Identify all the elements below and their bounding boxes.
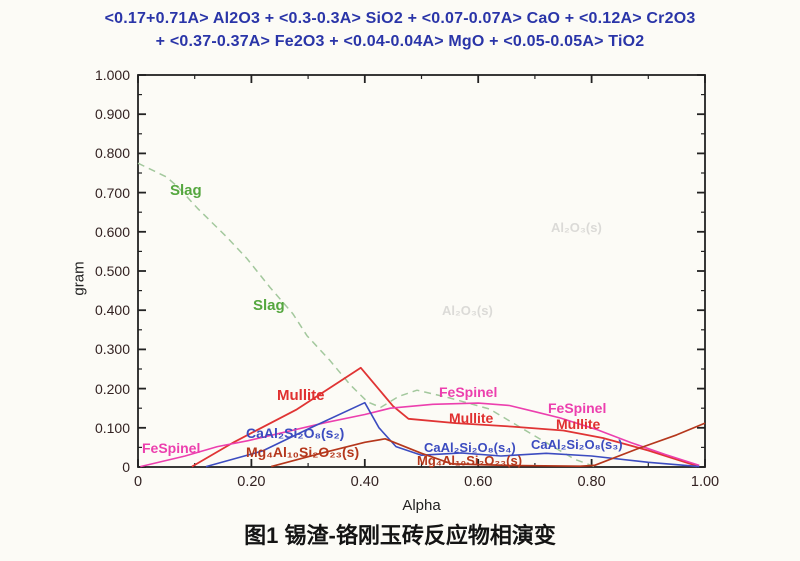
reaction-title-line1: <0.17+0.71A> Al2O3 + <0.3-0.3A> SiO2 + <… bbox=[104, 10, 696, 27]
curve-label-mullite-1: Mullite bbox=[277, 387, 325, 404]
curve-label-caal-s2: CaAl₂Si₂O₈(s₂) bbox=[246, 425, 345, 441]
x-tick-label: 0.40 bbox=[350, 474, 379, 490]
y-tick-label: 0.900 bbox=[94, 106, 130, 123]
y-tick-label: 0.200 bbox=[94, 380, 130, 397]
y-tick-label: 0.100 bbox=[94, 419, 130, 436]
series-slag bbox=[137, 162, 595, 468]
series-mg-al-silicate bbox=[270, 422, 706, 468]
curve-label-mgal-1: Mg₄Al₁₀Si₂O₂₃(s) bbox=[246, 444, 360, 460]
y-tick-label: 0.700 bbox=[94, 184, 130, 201]
y-tick-label: 0.800 bbox=[94, 145, 130, 162]
x-tick-label: 0.60 bbox=[464, 474, 493, 490]
reaction-title-line2: + <0.37-0.37A> Fe2O3 + <0.04-0.04A> MgO … bbox=[155, 33, 645, 50]
curve-label-caal-s3: CaAl₂Si₂O₈(s₃) bbox=[531, 437, 623, 452]
curve-label-slag-2: Slag bbox=[253, 297, 285, 314]
x-tick-label: 0.80 bbox=[577, 474, 606, 490]
curve-label-al2o3-faint-2: Al₂O₃(s) bbox=[442, 303, 493, 318]
series-fespinel bbox=[140, 402, 700, 468]
curve-label-mullite-2: Mullite bbox=[449, 410, 494, 426]
x-tick-label: 0 bbox=[133, 474, 143, 490]
x-tick-label: 0.20 bbox=[237, 474, 266, 490]
y-tick-label: 0 bbox=[122, 459, 130, 475]
curve-label-slag-1: Slag bbox=[170, 182, 202, 199]
curve-label-fespinel-2: FeSpinel bbox=[439, 384, 498, 400]
figure-caption: 图1 锡渣-铬刚玉砖反应物相演变 bbox=[244, 523, 556, 548]
y-tick-label: 0.600 bbox=[94, 223, 130, 240]
curve-label-fespinel-3: FeSpinel bbox=[548, 400, 607, 416]
x-tick-label: 1.00 bbox=[690, 474, 720, 490]
x-axis-title: Alpha bbox=[402, 497, 441, 514]
plot-border bbox=[137, 74, 706, 468]
y-tick-label: 0.500 bbox=[94, 263, 130, 279]
y-tick-label: 1.000 bbox=[94, 67, 130, 83]
curve-label-mullite-3: Mullite bbox=[556, 416, 601, 432]
y-tick-label: 0.300 bbox=[94, 341, 130, 358]
curve-label-al2o3-faint-1: Al₂O₃(s) bbox=[551, 220, 602, 235]
curve-label-fespinel-1: FeSpinel bbox=[142, 440, 201, 456]
series-ca-al-silicate bbox=[205, 401, 700, 468]
curve-label-mgal-2: Mg₄Al₁₀Si₂O₂₃(s) bbox=[417, 453, 523, 468]
y-tick-label: 0.400 bbox=[94, 302, 130, 319]
series-mullite bbox=[191, 366, 697, 468]
curve-label-caal-s4: CaAl₂Si₂O₈(s₄) bbox=[424, 440, 516, 455]
